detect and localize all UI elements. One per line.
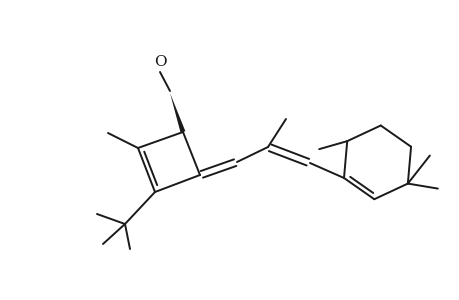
Text: O: O: [153, 55, 166, 69]
Polygon shape: [170, 93, 185, 133]
